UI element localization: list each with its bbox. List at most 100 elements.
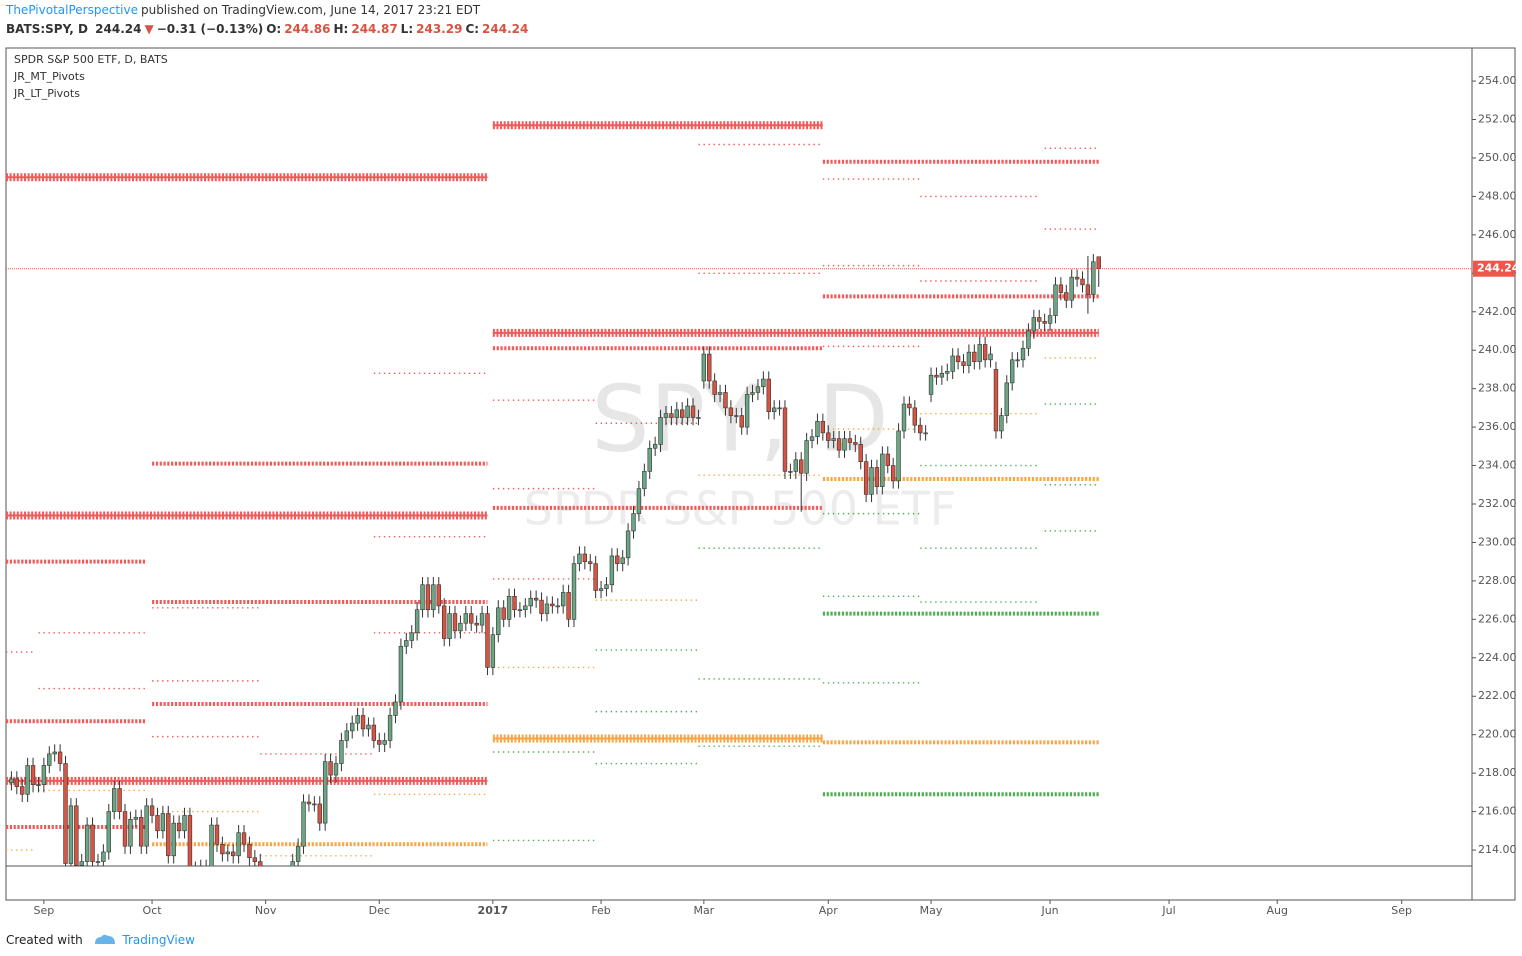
y-tick-label: 246.00 (1478, 228, 1517, 241)
candle-body (111, 788, 117, 812)
y-tick-label: 238.00 (1478, 382, 1517, 395)
candle-body (950, 355, 955, 372)
candle-body (128, 818, 133, 847)
candle-body (1009, 359, 1015, 384)
candle-body (577, 553, 582, 564)
candle-body (571, 563, 577, 620)
candle-body (209, 824, 214, 866)
candle-body (485, 613, 490, 668)
candle-body (1096, 256, 1101, 269)
candle-body (604, 584, 609, 589)
y-tick-label: 232.00 (1478, 497, 1517, 510)
y-tick-label: 224.00 (1478, 651, 1517, 664)
chart: SPY, D SPDR S&P 500 ETF SPDR S&P 500 ETF… (5, 47, 1517, 917)
candle-body (155, 815, 160, 832)
candle-body (84, 824, 90, 862)
candle-body (1074, 276, 1080, 280)
candle-body (826, 432, 831, 441)
candle-body (404, 640, 409, 647)
candle-body (555, 605, 560, 608)
candle-body (366, 724, 371, 730)
y-tick-label: 240.00 (1478, 343, 1517, 356)
candle-body (928, 374, 934, 395)
candle-body (1026, 330, 1031, 349)
candle-body (90, 824, 95, 862)
candle-body (214, 824, 220, 845)
candle-body (312, 803, 317, 806)
x-tick-label: Sep (33, 904, 54, 917)
c-label: C: (465, 22, 480, 36)
down-arrow: ▼ (144, 22, 154, 36)
x-tick-label: Jul (1161, 904, 1175, 917)
candle-body (1015, 359, 1020, 362)
candle-body (907, 403, 912, 409)
candle-body (176, 822, 182, 832)
candle-body (972, 351, 977, 363)
candle-body (734, 415, 739, 417)
y-tick-label: 254.00 (1478, 74, 1517, 87)
candle-body (512, 595, 517, 611)
candle-body (496, 607, 501, 636)
brand[interactable]: TradingView (122, 933, 195, 947)
candle-body (360, 715, 366, 730)
h-label: H: (333, 22, 349, 36)
candle-body (836, 438, 842, 451)
candle-body (739, 415, 744, 428)
candle-body (231, 851, 236, 857)
candle-body (171, 822, 176, 857)
candle-body (771, 407, 777, 413)
legend-indicator[interactable]: JR_LT_Pivots (13, 87, 80, 100)
candle-body (809, 436, 815, 441)
legend-main[interactable]: SPDR S&P 500 ETF, D, BATS (14, 53, 168, 66)
l-label: L: (400, 22, 414, 36)
candle-body (41, 765, 47, 785)
y-tick-label: 236.00 (1478, 420, 1517, 433)
y-tick-label: 234.00 (1478, 459, 1517, 472)
candle-body (139, 817, 144, 847)
candle-body (977, 344, 982, 363)
last-price-box (1473, 260, 1515, 277)
candle-body (371, 724, 377, 741)
candle-body (47, 753, 52, 766)
y-tick-label: 214.00 (1478, 843, 1517, 856)
author[interactable]: ThePivotalPerspective (6, 3, 138, 17)
candle-body (993, 369, 999, 432)
candle-body (539, 599, 544, 614)
y-tick-label: 220.00 (1478, 728, 1517, 741)
candle-body (566, 592, 571, 620)
candle-body (815, 421, 820, 438)
candle-body (1047, 315, 1053, 324)
x-tick-label: Dec (369, 904, 390, 917)
x-tick-label: Feb (591, 904, 610, 917)
candle-body (701, 353, 707, 382)
candle-body (225, 851, 230, 855)
candle-body (685, 405, 690, 418)
candle-body (517, 609, 523, 612)
candle-body (1058, 284, 1064, 293)
candle-body (160, 813, 166, 832)
candle-body (436, 584, 441, 607)
x-tick-label: Nov (255, 904, 277, 917)
y-tick-label: 242.00 (1478, 305, 1517, 318)
candle-body (717, 392, 723, 395)
candle-body (620, 557, 625, 564)
candle-body (317, 803, 322, 824)
candle-body (258, 861, 263, 866)
candle-body (425, 584, 431, 611)
legend-indicator[interactable]: JR_MT_Pivots (13, 70, 85, 83)
candle-body (853, 442, 858, 445)
symbol: BATS:SPY, D (6, 22, 88, 36)
candle-body (966, 351, 972, 366)
candle-body (431, 584, 436, 611)
candle-body (409, 632, 414, 641)
x-tick-label: 2017 (478, 904, 509, 917)
candle-body (680, 409, 685, 418)
y-tick-label: 228.00 (1478, 574, 1517, 587)
candle-body (707, 353, 712, 382)
candle-body (598, 588, 604, 591)
candle-body (528, 597, 533, 607)
x-tick-label: Mar (693, 904, 714, 917)
candle-body (339, 740, 344, 764)
candle-body (414, 609, 420, 634)
candle-body (63, 763, 68, 864)
